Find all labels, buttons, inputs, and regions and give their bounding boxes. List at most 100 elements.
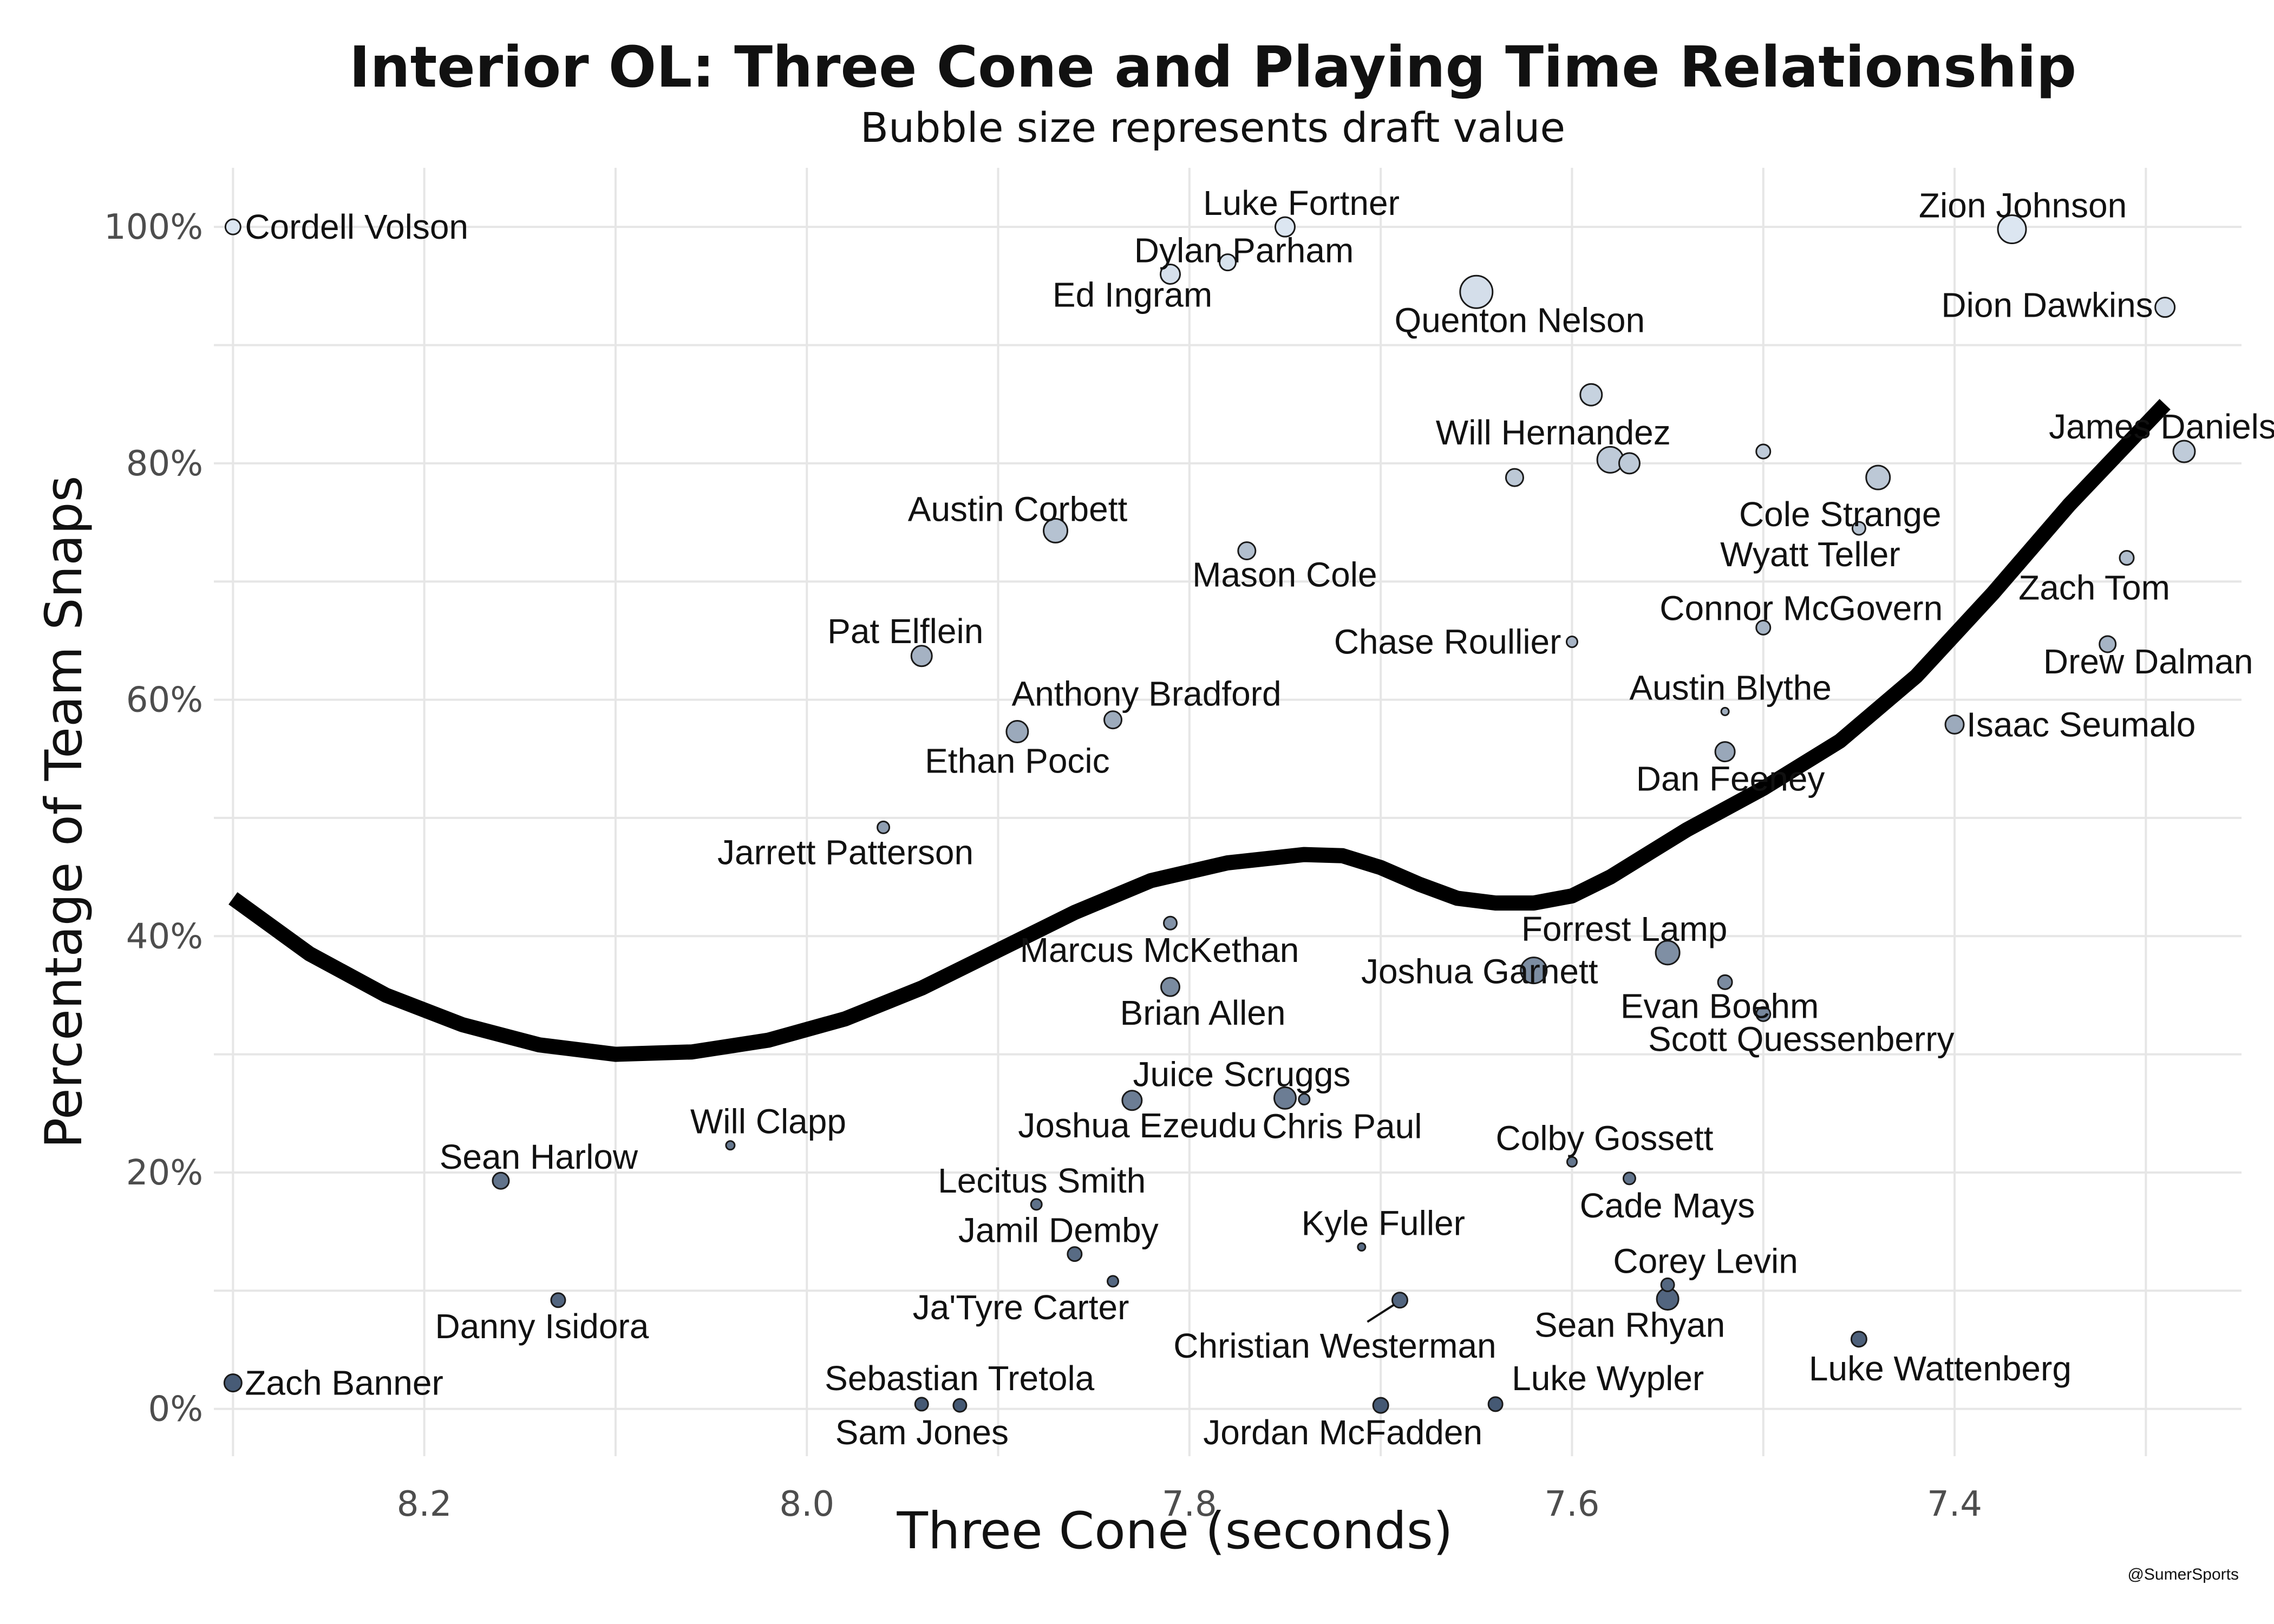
data-bubble [910, 645, 933, 667]
point-label: Ed Ingram [1053, 276, 1212, 315]
point-label: Marcus McKethan [1020, 931, 1299, 970]
data-bubble [1237, 541, 1257, 560]
point-label: Jarrett Patterson [717, 833, 973, 872]
point-label: Jamil Demby [958, 1211, 1159, 1250]
point-label: Will Clapp [690, 1102, 846, 1141]
point-label: Sean Harlow [440, 1137, 638, 1176]
data-bubble [1030, 1198, 1043, 1211]
chart-subtitle: Bubble size represents draft value [860, 103, 1565, 152]
data-bubble [1944, 714, 1965, 735]
data-bubble [1103, 710, 1123, 730]
label-leader-line [1367, 1304, 1395, 1323]
data-bubble [1566, 1156, 1578, 1168]
point-label: Joshua Ezeudu [1018, 1106, 1257, 1145]
x-tick-label: 8.2 [397, 1484, 452, 1524]
data-bubble [492, 1171, 510, 1190]
source-credit: @SumerSports [2127, 1566, 2239, 1583]
data-bubble [877, 820, 891, 834]
y-tick-label: 20% [126, 1153, 203, 1193]
y-tick-label: 80% [126, 444, 203, 484]
data-bubble [1459, 274, 1494, 309]
data-bubble [725, 1140, 736, 1151]
point-label: Evan Boehm [1620, 986, 1819, 1025]
data-bubble [1618, 452, 1641, 475]
point-label: Christian Westerman [1173, 1326, 1496, 1365]
point-label: Dylan Parham [1134, 231, 1354, 270]
point-label: Will Hernandez [1436, 413, 1671, 452]
point-label: Isaac Seumalo [1966, 705, 2195, 744]
point-label: Chase Roullier [1334, 623, 1561, 662]
point-label: James Daniels [2049, 407, 2274, 446]
data-bubble [1005, 720, 1029, 744]
data-bubble [1755, 619, 1772, 636]
data-bubble [2099, 635, 2117, 653]
data-bubble [1160, 977, 1181, 997]
data-bubble [1357, 1242, 1367, 1252]
point-label: Ja'Tyre Carter [913, 1288, 1129, 1327]
data-bubble [1579, 383, 1603, 407]
point-label: Forrest Lamp [1521, 909, 1728, 948]
point-label: Zach Banner [245, 1364, 443, 1403]
point-label: Kyle Fuller [1302, 1204, 1465, 1243]
point-label: Jordan McFadden [1203, 1413, 1482, 1452]
point-label: Colby Gossett [1495, 1118, 1713, 1157]
data-bubble [952, 1398, 968, 1413]
data-bubble [1372, 1397, 1389, 1414]
data-bubble [550, 1292, 566, 1308]
point-label: Corey Levin [1613, 1241, 1798, 1280]
data-bubble [1997, 214, 2027, 245]
point-label: Wyatt Teller [1720, 535, 1900, 574]
y-tick-label: 0% [148, 1390, 203, 1430]
point-label: Pat Elflein [827, 612, 983, 651]
point-label: Zach Tom [2018, 568, 2170, 607]
data-bubble [1851, 521, 1866, 536]
data-bubble [1717, 974, 1733, 990]
y-tick-label: 100% [104, 207, 203, 247]
x-tick-label: 7.8 [1162, 1484, 1217, 1524]
point-label: Anthony Bradford [1011, 675, 1281, 713]
data-bubble [1274, 216, 1296, 238]
trend-layer [228, 399, 2171, 1062]
data-bubble [1163, 915, 1178, 931]
data-bubble [1622, 1171, 1636, 1186]
x-axis-title: Three Cone (seconds) [896, 1502, 1453, 1561]
point-label: Lecitus Smith [938, 1161, 1146, 1200]
point-label: Danny Isidora [435, 1307, 649, 1346]
chart-title: Interior OL: Three Cone and Playing Time… [349, 34, 2076, 100]
grid-layer [214, 168, 2242, 1456]
y-tick-label: 40% [126, 916, 203, 957]
data-bubble [1298, 1093, 1311, 1106]
data-bubble [224, 218, 241, 235]
point-label: Cordell Volson [245, 207, 468, 246]
data-bubble [1505, 468, 1524, 487]
point-label: Austin Blythe [1629, 668, 1832, 707]
data-bubble [223, 1373, 243, 1393]
data-bubble [2172, 440, 2196, 463]
data-bubble [1107, 1275, 1120, 1288]
point-label: Ethan Pocic [925, 742, 1110, 781]
data-bubble [1720, 706, 1730, 716]
point-label: Luke Wattenberg [1809, 1349, 2072, 1388]
data-bubble [1865, 464, 1891, 490]
data-bubble [2119, 550, 2135, 566]
point-label: Cole Strange [1739, 495, 1942, 534]
point-label: Scott Quessenberry [1648, 1019, 1955, 1058]
data-bubble [1067, 1246, 1083, 1262]
point-label: Drew Dalman [2043, 642, 2253, 681]
point-label: Sam Jones [835, 1413, 1009, 1452]
data-bubble [1660, 1277, 1675, 1292]
point-label: Sebastian Tretola [825, 1359, 1095, 1398]
point-label: Luke Wypler [1512, 1359, 1704, 1398]
point-label: Connor McGovern [1659, 588, 1943, 627]
data-bubble [1714, 741, 1736, 763]
data-bubble [1043, 518, 1069, 543]
point-label: Cade Mays [1580, 1186, 1755, 1225]
point-label: Austin Corbett [908, 489, 1128, 528]
data-bubble [1655, 940, 1681, 966]
data-bubble [2154, 297, 2176, 318]
data-bubble [1755, 443, 1772, 460]
point-label: Brian Allen [1120, 993, 1286, 1032]
data-bubble [1565, 636, 1578, 649]
data-bubble [1520, 957, 1548, 985]
data-bubble [1391, 1292, 1408, 1309]
